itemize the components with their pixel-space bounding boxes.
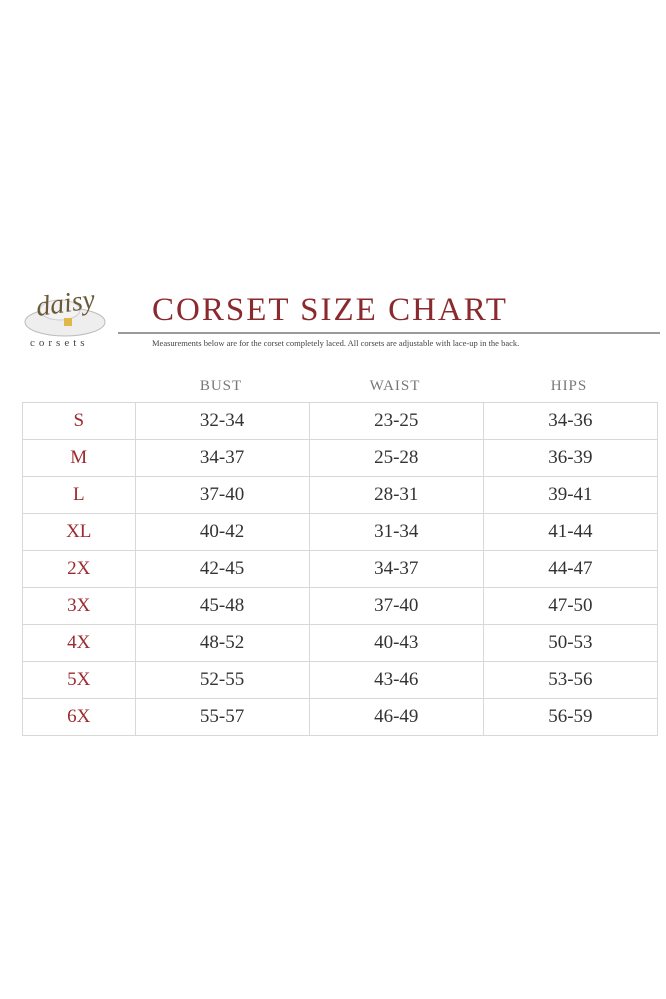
table-row: M 34-37 25-28 36-39 [22, 439, 659, 477]
waist-cell: 40-43 [308, 624, 484, 662]
bust-cell: 37-40 [134, 476, 310, 514]
waist-cell: 43-46 [308, 661, 484, 699]
waist-cell: 28-31 [308, 476, 484, 514]
hips-cell: 56-59 [482, 698, 659, 736]
size-cell: 6X [22, 698, 136, 736]
size-cell: 4X [22, 624, 136, 662]
hips-cell: 44-47 [482, 550, 659, 588]
hips-cell: 39-41 [482, 476, 659, 514]
waist-cell: 31-34 [308, 513, 484, 551]
table-row: 3X 45-48 37-40 47-50 [22, 587, 659, 625]
bust-cell: 45-48 [134, 587, 310, 625]
column-header-hips: HIPS [550, 378, 588, 394]
bust-cell: 42-45 [134, 550, 310, 588]
bust-cell: 52-55 [134, 661, 310, 699]
page-title: CORSET SIZE CHART [152, 292, 508, 328]
size-cell: 2X [22, 550, 136, 588]
table-row: L 37-40 28-31 39-41 [22, 476, 659, 514]
subtitle: Measurements below are for the corset co… [152, 338, 520, 348]
waist-cell: 23-25 [308, 402, 484, 440]
hips-cell: 47-50 [482, 587, 659, 625]
waist-cell: 34-37 [308, 550, 484, 588]
size-cell: L [22, 476, 136, 514]
daisy-flower-icon [24, 299, 106, 337]
table-row: 4X 48-52 40-43 50-53 [22, 624, 659, 662]
column-header-waist: WAIST [369, 378, 421, 394]
size-cell: XL [22, 513, 136, 551]
bust-cell: 32-34 [134, 402, 310, 440]
waist-cell: 25-28 [308, 439, 484, 477]
divider [118, 332, 660, 334]
size-table: S 32-34 23-25 34-36 M 34-37 25-28 36-39 L 37-40 28… [22, 402, 659, 736]
bust-cell: 34-37 [134, 439, 310, 477]
bust-cell: 55-57 [134, 698, 310, 736]
hips-cell: 50-53 [482, 624, 659, 662]
hips-cell: 34-36 [482, 402, 659, 440]
waist-cell: 37-40 [308, 587, 484, 625]
table-row: S 32-34 23-25 34-36 [22, 402, 659, 440]
size-cell: 3X [22, 587, 136, 625]
bust-cell: 40-42 [134, 513, 310, 551]
waist-cell: 46-49 [308, 698, 484, 736]
size-cell: 5X [22, 661, 136, 699]
table-row: 5X 52-55 43-46 53-56 [22, 661, 659, 699]
column-header-bust: BUST [199, 378, 243, 394]
hips-cell: 36-39 [482, 439, 659, 477]
hips-cell: 53-56 [482, 661, 659, 699]
table-row: 6X 55-57 46-49 56-59 [22, 698, 659, 736]
size-cell: S [22, 402, 136, 440]
table-row: XL 40-42 31-34 41-44 [22, 513, 659, 551]
bust-cell: 48-52 [134, 624, 310, 662]
hips-cell: 41-44 [482, 513, 659, 551]
size-cell: M [22, 439, 136, 477]
table-row: 2X 42-45 34-37 44-47 [22, 550, 659, 588]
logo-subtext: corsets [30, 337, 89, 349]
